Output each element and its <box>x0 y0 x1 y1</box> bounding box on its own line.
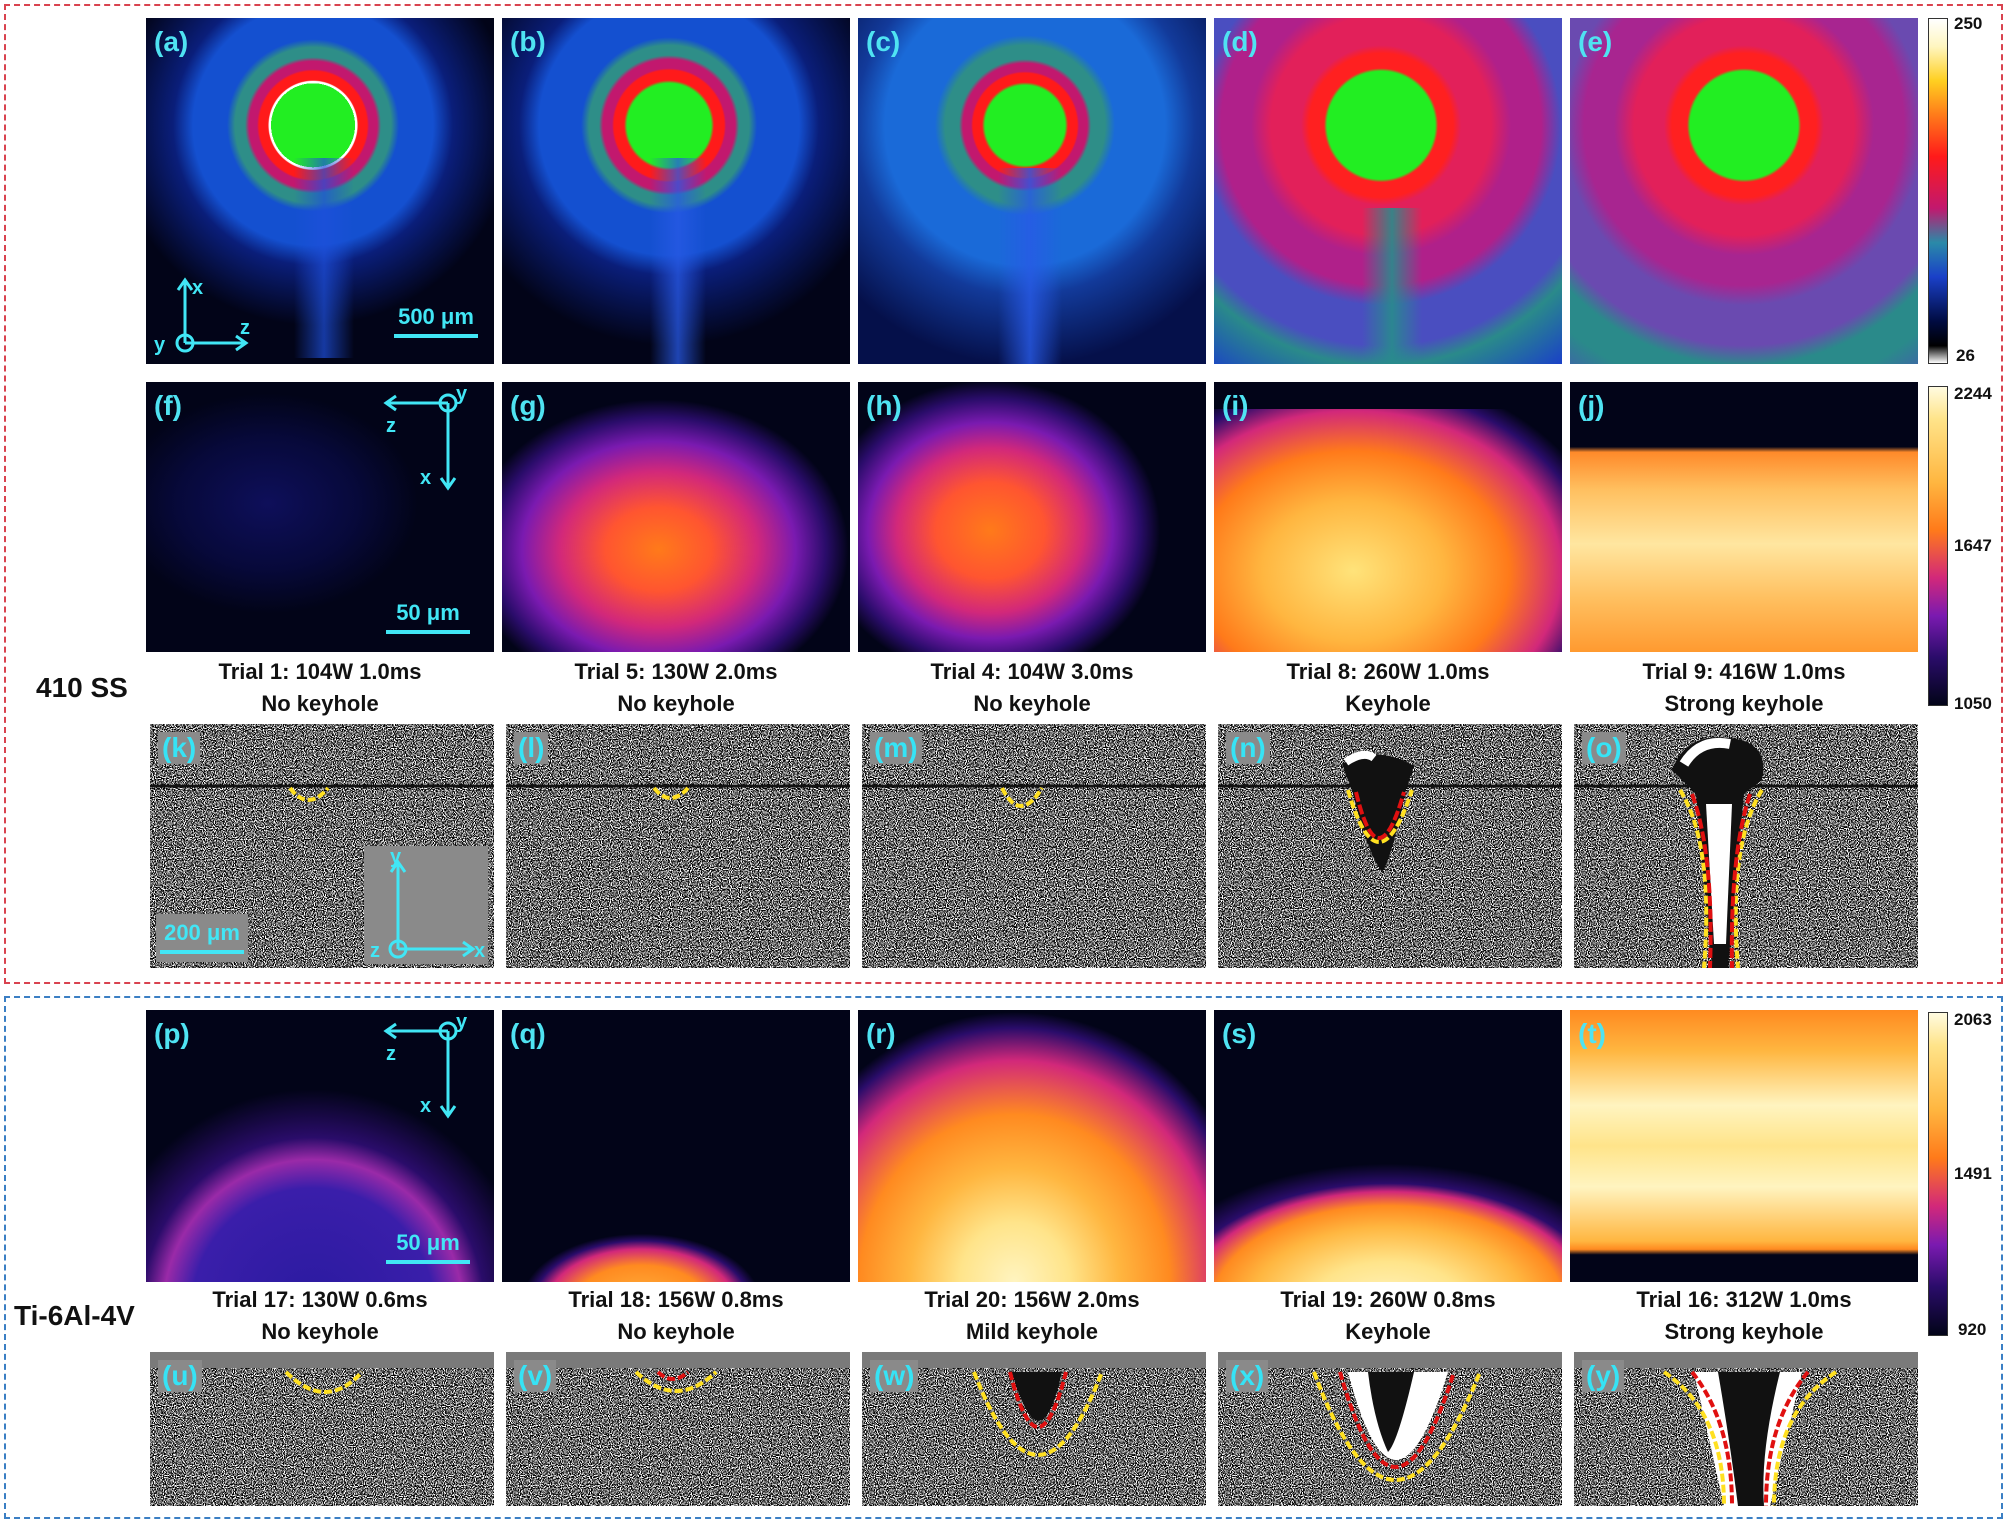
panel-label: (i) <box>1222 390 1249 421</box>
caption-trial-17: Trial 17: 130W 0.6ms No keyhole <box>212 1287 428 1344</box>
colorbar-row1-max: 250 <box>1954 14 1983 33</box>
scale-bar: 500 μm <box>394 304 478 338</box>
colorbar-row2-min: 1050 <box>1954 694 1992 713</box>
colorbar-row4-max: 2063 <box>1954 1010 1992 1029</box>
panel-label: (c) <box>866 26 901 57</box>
colorbar-row2-mid: 1647 <box>1954 536 1992 555</box>
panel-t: (t) <box>1570 1010 1918 1282</box>
axis-x-label: x <box>192 277 203 299</box>
colorbar-row4-min: 920 <box>1958 1320 1987 1339</box>
panel-q: (q) <box>502 1010 850 1282</box>
ss-frame <box>4 4 2003 984</box>
axis-x-label: x <box>474 940 485 962</box>
caption-trial-8: Trial 8: 260W 1.0ms Keyhole <box>1286 659 1490 716</box>
panel-label: (h) <box>866 390 902 421</box>
axis-y-label: y <box>456 386 468 405</box>
panel-label: (t) <box>1578 1018 1606 1049</box>
axis-y-label: y <box>456 1014 468 1033</box>
panel-label: (u) <box>158 1360 202 1392</box>
axes-icon: y z x <box>376 383 486 501</box>
panel-label: (e) <box>1578 26 1613 57</box>
material-label-ss: 410 SS <box>36 672 128 703</box>
panel-e: (e) <box>1570 18 1918 364</box>
panel-v: (v) <box>506 1352 850 1506</box>
axis-z-label: z <box>240 317 250 339</box>
panel-label: (s) <box>1222 1018 1257 1049</box>
axis-x-label: x <box>420 467 431 489</box>
panel-w: (w) <box>862 1352 1206 1506</box>
panel-label: (b) <box>510 26 546 57</box>
axis-y-label: y <box>154 334 166 356</box>
caption-trial-18: Trial 18: 156W 0.8ms No keyhole <box>568 1287 784 1344</box>
panel-label: (g) <box>510 390 546 421</box>
panel-label: (r) <box>866 1018 896 1049</box>
axis-x-label: x <box>420 1095 431 1117</box>
panel-label: (w) <box>870 1360 919 1392</box>
panel-y: (y) <box>1574 1352 1918 1506</box>
ti-frame <box>4 996 2003 1519</box>
caption-trial-16: Trial 16: 312W 1.0ms Strong keyhole <box>1636 1287 1852 1344</box>
panel-h: (h) <box>858 382 1206 652</box>
axes-icon: x y z <box>150 258 260 363</box>
panel-f: (f) y z x 50 μm <box>146 382 494 652</box>
colorbar-row4-mid: 1491 <box>1954 1164 1992 1183</box>
colorbar-row4 <box>1928 1012 1948 1336</box>
material-label-ti: Ti-6Al-4V <box>14 1300 135 1331</box>
scale-bar: 50 μm <box>386 1230 470 1264</box>
panel-n: (n) <box>1218 724 1562 968</box>
scale-bar: 50 μm <box>386 600 470 634</box>
panel-g: (g) <box>502 382 850 652</box>
colorbar-row2 <box>1928 386 1948 706</box>
axis-z-label: z <box>386 415 396 437</box>
panel-label: (a) <box>154 26 189 57</box>
panel-label: (y) <box>1582 1360 1625 1392</box>
panel-j: (j) <box>1570 382 1918 652</box>
scale-bar: 200 μm <box>160 920 244 954</box>
panel-r: (r) <box>858 1010 1206 1282</box>
caption-trial-20: Trial 20: 156W 2.0ms Mild keyhole <box>924 1287 1140 1344</box>
colorbar-row1 <box>1928 18 1948 364</box>
panel-label: (p) <box>154 1018 190 1049</box>
panel-k: y z x (k) 200 μm <box>150 724 494 968</box>
panel-label: (d) <box>1222 26 1258 57</box>
axis-y-label: y <box>390 846 402 868</box>
panel-label: (n) <box>1226 732 1270 764</box>
caption-trial-9: Trial 9: 416W 1.0ms Strong keyhole <box>1642 659 1846 716</box>
panel-s: (s) <box>1214 1010 1562 1282</box>
panel-label: (f) <box>154 390 182 421</box>
panel-x: (x) <box>1218 1352 1562 1506</box>
caption-trial-1: Trial 1: 104W 1.0ms No keyhole <box>218 659 422 716</box>
axis-z-label: z <box>386 1043 396 1065</box>
panel-label: (o) <box>1582 732 1626 764</box>
caption-trial-4: Trial 4: 104W 3.0ms No keyhole <box>930 659 1134 716</box>
panel-label: (x) <box>1226 1360 1269 1392</box>
panel-a: (a) x y z 500 μm <box>146 18 494 364</box>
axes-icon: y z x <box>376 1011 486 1129</box>
panel-label: (j) <box>1578 390 1605 421</box>
panel-label: (q) <box>510 1018 546 1049</box>
panel-b: (b) <box>502 18 850 364</box>
panel-i: (i) <box>1214 382 1562 652</box>
panel-d: (d) <box>1214 18 1562 364</box>
caption-trial-5: Trial 5: 130W 2.0ms No keyhole <box>574 659 778 716</box>
panel-label: (v) <box>514 1360 557 1392</box>
panel-c: (c) <box>858 18 1206 364</box>
colorbar-row1-min: 26 <box>1956 346 1975 365</box>
panel-m: (m) <box>862 724 1206 968</box>
panel-o: (o) <box>1574 724 1918 968</box>
panel-label: (k) <box>158 732 201 764</box>
panel-label: (m) <box>870 732 922 764</box>
panel-p: (p) y z x 50 μm <box>146 1010 494 1282</box>
panel-l: (l) <box>506 724 850 968</box>
caption-trial-19: Trial 19: 260W 0.8ms Keyhole <box>1280 1287 1496 1344</box>
axis-z-label: z <box>370 940 380 962</box>
panel-label: (l) <box>514 732 549 764</box>
colorbar-row2-max: 2244 <box>1954 384 1992 403</box>
panel-u: (u) <box>150 1352 494 1506</box>
